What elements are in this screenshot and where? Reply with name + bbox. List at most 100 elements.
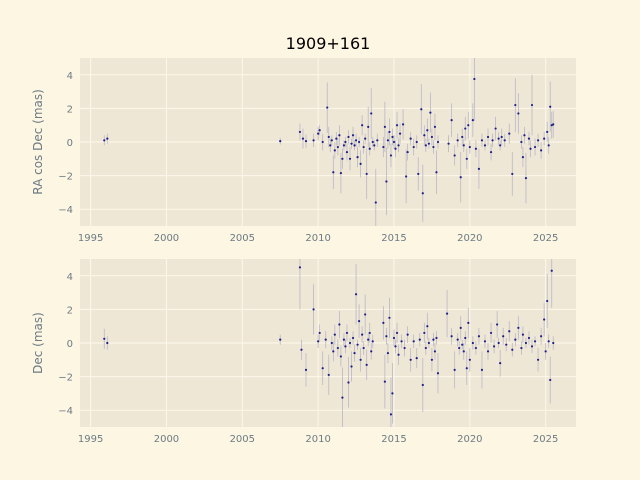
data-point xyxy=(511,348,514,351)
data-point xyxy=(427,341,430,345)
data-point xyxy=(368,147,371,150)
data-point xyxy=(503,139,506,142)
data-point xyxy=(467,321,470,324)
data-point xyxy=(365,363,368,366)
data-point xyxy=(514,103,517,107)
x-tick-label: 1995 xyxy=(78,434,103,445)
data-point xyxy=(508,132,511,135)
data-point xyxy=(549,378,552,382)
data-point xyxy=(406,150,409,154)
data-point xyxy=(517,326,520,329)
data-point xyxy=(412,340,415,343)
bottom-panel: 1995 2000 2005 2010 2015 2020 2025 −4 −2 0 2 4 Dec (… xyxy=(31,259,576,445)
data-point xyxy=(395,124,399,127)
data-point xyxy=(450,119,453,122)
data-point xyxy=(471,341,474,345)
data-point xyxy=(489,331,493,335)
data-point xyxy=(447,142,450,145)
x-tick-label: 2020 xyxy=(457,434,482,445)
data-point xyxy=(106,137,109,140)
data-point xyxy=(329,144,332,147)
x-tick-label: 2010 xyxy=(305,434,330,445)
data-point xyxy=(338,323,341,326)
data-point xyxy=(427,142,430,145)
data-point xyxy=(385,335,388,338)
data-point xyxy=(529,147,532,150)
data-point xyxy=(474,147,477,150)
data-point xyxy=(301,137,305,140)
data-point xyxy=(489,150,493,154)
data-point xyxy=(327,135,330,139)
data-point xyxy=(348,341,352,345)
data-point xyxy=(491,139,494,142)
data-point xyxy=(520,346,523,350)
data-point xyxy=(480,368,484,371)
data-point xyxy=(527,336,531,340)
x-tick-label: 1995 xyxy=(78,233,103,244)
data-point xyxy=(395,331,399,335)
data-point xyxy=(477,167,481,170)
data-point xyxy=(543,318,546,321)
data-point xyxy=(423,331,426,335)
data-point xyxy=(502,335,505,338)
data-point xyxy=(356,343,359,346)
data-point xyxy=(374,201,377,204)
y-tick-label: 0 xyxy=(67,138,73,149)
data-point xyxy=(392,336,396,340)
data-point xyxy=(368,331,371,335)
data-point xyxy=(389,154,393,157)
data-point xyxy=(367,338,370,341)
data-point xyxy=(433,350,437,353)
data-point xyxy=(386,139,390,142)
data-point xyxy=(500,135,503,139)
data-point xyxy=(373,144,376,147)
data-point xyxy=(492,345,496,348)
data-point xyxy=(430,135,434,139)
data-point xyxy=(467,124,470,127)
data-point xyxy=(499,144,502,147)
data-point xyxy=(361,124,364,127)
data-point xyxy=(435,336,438,340)
data-point xyxy=(341,396,344,399)
data-point xyxy=(550,269,553,272)
data-point xyxy=(508,330,511,333)
data-point xyxy=(497,341,500,345)
data-point xyxy=(486,135,490,139)
data-point xyxy=(514,338,517,341)
data-point xyxy=(357,140,361,144)
data-point xyxy=(521,156,525,159)
data-point xyxy=(421,192,424,195)
data-point xyxy=(279,140,282,143)
x-tick-label: 2025 xyxy=(533,434,558,445)
y-tick-label: −2 xyxy=(58,373,73,384)
data-point xyxy=(386,351,390,355)
data-point xyxy=(397,353,400,356)
data-point xyxy=(336,346,339,350)
data-point xyxy=(391,392,394,395)
data-point xyxy=(350,142,353,145)
data-point xyxy=(317,340,320,343)
y-tick-label: 4 xyxy=(67,71,73,82)
data-point xyxy=(436,140,440,144)
top-panel: 1995 2000 2005 2010 2015 2020 2025 −4 −2 0 2 4 RA co… xyxy=(31,58,576,244)
data-point xyxy=(359,162,362,165)
data-point xyxy=(345,331,349,335)
data-point xyxy=(364,313,367,316)
data-point xyxy=(382,321,385,324)
data-point xyxy=(400,340,403,343)
data-point xyxy=(430,358,434,361)
data-point xyxy=(474,346,477,350)
data-point xyxy=(348,157,352,160)
x-tick-label: 2015 xyxy=(381,434,406,445)
data-point xyxy=(359,358,362,361)
data-point xyxy=(533,145,537,149)
y-tick-label: −2 xyxy=(58,172,73,183)
data-point xyxy=(486,350,490,353)
data-point xyxy=(312,308,315,311)
data-point xyxy=(424,144,427,147)
data-point xyxy=(536,358,540,361)
data-point xyxy=(473,77,476,81)
y-tick-label: 0 xyxy=(67,339,73,350)
data-point xyxy=(544,350,547,353)
data-point xyxy=(103,139,106,142)
